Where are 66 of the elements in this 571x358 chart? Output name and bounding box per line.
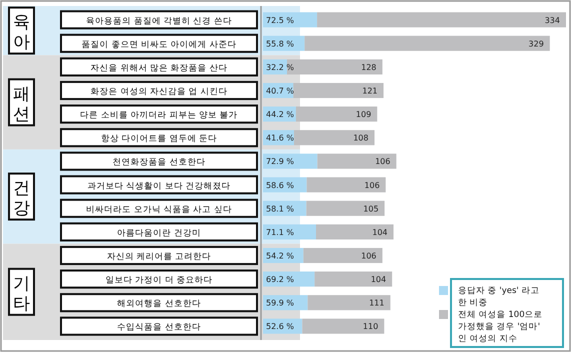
- data-label: 54.2 %: [266, 252, 294, 260]
- data-label: 72.9 %: [266, 157, 294, 166]
- data-label: 109: [356, 110, 372, 120]
- y-tick-label: 해외여행을 선호한다: [117, 299, 201, 310]
- bar: [317, 154, 396, 169]
- bar: [263, 154, 318, 169]
- legend-label: 전체 여성을 100으로 가정했을 경우 '엄마' 인 여성의 지수: [458, 310, 543, 344]
- y-tick-label: 비싸더라도 오가닉 식품을 사고 싶다: [86, 204, 232, 215]
- data-label: 104: [370, 275, 386, 284]
- data-label: 106: [361, 252, 376, 260]
- y-tick-label: 품질이 좋으면 비싸도 아이에게 사준다: [82, 40, 236, 50]
- bar: [316, 224, 394, 240]
- band-label: 패션: [13, 84, 30, 124]
- y-tick-label: 자신을 위해서 많은 화장품을 산다: [90, 63, 228, 74]
- y-tick-label: 천연화장품을 선호한다: [112, 158, 206, 168]
- y-tick-label: 육아용품의 품질에 각별히 신경 쓴다: [86, 16, 232, 26]
- bar: [306, 177, 386, 192]
- data-label: 128: [361, 62, 376, 72]
- data-label: 44.2 %: [266, 110, 294, 120]
- data-label: 329: [528, 39, 544, 48]
- y-tick-label: 항상 다이어트를 염두에 둔다: [100, 134, 218, 144]
- y-tick-label: 자신의 케리어를 고려한다: [106, 252, 212, 262]
- bar: [263, 12, 318, 28]
- data-label: 58.6 %: [266, 180, 294, 190]
- data-label: 52.6 %: [266, 322, 294, 332]
- data-label: 41.6 %: [266, 134, 294, 143]
- data-label: 106: [375, 157, 390, 166]
- data-label: 111: [369, 298, 384, 308]
- data-label: 334: [544, 16, 560, 25]
- y-tick-label: 아름다움이란 건강미: [117, 228, 201, 238]
- data-label: 108: [353, 134, 369, 143]
- band-label: 건강: [13, 178, 30, 219]
- bar: [263, 177, 307, 192]
- bar: [314, 272, 392, 287]
- data-label: 72.5 %: [266, 16, 294, 25]
- data-label: 58.1 %: [266, 204, 294, 214]
- bar: [294, 130, 375, 146]
- data-label: 59.9 %: [266, 298, 294, 308]
- bar: [263, 224, 316, 240]
- data-label: 110: [362, 322, 378, 332]
- bar: [287, 59, 382, 74]
- data-label: 69.2 %: [266, 275, 294, 284]
- bar: [302, 318, 384, 334]
- data-label: 105: [363, 204, 379, 214]
- bar: [296, 106, 378, 122]
- data-label: 106: [364, 180, 380, 190]
- bar: [304, 36, 550, 51]
- bar: [293, 82, 384, 98]
- bar: [306, 200, 385, 216]
- data-label: 55.8 %: [266, 39, 294, 48]
- bar: [308, 295, 390, 310]
- bar: [317, 12, 566, 28]
- y-tick-label: 수입식품을 선호한다: [117, 322, 201, 333]
- band-label: 육아: [13, 12, 30, 53]
- data-label: 40.7 %: [266, 86, 294, 96]
- y-tick-label: 일보다 가정이 더 중요하다: [105, 276, 213, 286]
- data-label: 32.2 %: [266, 62, 294, 72]
- y-tick-label: 과거보다 식생활이 보다 건강해졌다: [87, 181, 231, 192]
- bar: [303, 248, 382, 264]
- band-label: 기타: [13, 274, 30, 314]
- data-label: 104: [372, 228, 388, 237]
- y-tick-label: 다른 소비를 아끼더라 피부는 양보 불가: [80, 110, 238, 121]
- y-tick-label: 화장은 여성의 자신감을 업 시킨다: [90, 87, 228, 97]
- legend-label: 응답자 중 'yes' 라고 한 비중: [458, 286, 540, 308]
- data-label: 121: [362, 86, 378, 96]
- data-label: 71.1 %: [266, 228, 294, 237]
